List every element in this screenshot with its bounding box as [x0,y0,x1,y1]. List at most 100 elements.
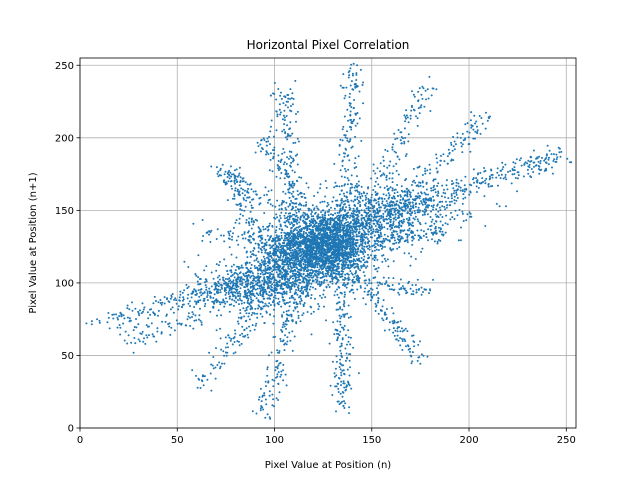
scatter-point [252,220,255,223]
scatter-point [308,276,310,279]
scatter-point [450,197,453,200]
scatter-point [317,213,320,216]
scatter-point [346,177,349,180]
scatter-point [472,177,475,179]
scatter-point [391,181,394,184]
scatter-point [291,103,294,106]
scatter-point [306,275,309,278]
scatter-point [532,149,535,152]
scatter-point [380,197,383,200]
scatter-point [491,173,494,176]
scatter-point [235,301,238,304]
scatter-point [375,248,378,251]
scatter-point [455,181,458,184]
scatter-point [323,279,326,281]
scatter-point [299,245,302,248]
scatter-point [312,310,315,313]
scatter-point [269,94,272,97]
scatter-point [273,146,276,149]
scatter-point [483,170,486,173]
scatter-point [291,266,294,269]
scatter-point [250,263,253,266]
scatter-point [279,259,282,262]
scatter-point [261,315,264,318]
scatter-point [272,290,275,293]
scatter-point [280,231,283,234]
scatter-point [293,266,296,269]
scatter-point [272,258,275,261]
scatter-point [447,197,450,200]
scatter-point [282,148,285,150]
scatter-point [352,291,355,294]
scatter-point [294,273,297,276]
scatter-point [256,219,259,222]
scatter-point [355,182,358,185]
scatter-point [231,187,233,190]
scatter-point [327,271,330,274]
scatter-point [446,204,449,207]
scatter-point [322,244,325,247]
scatter-point [237,316,240,319]
scatter-point [319,294,321,297]
scatter-point [250,314,253,316]
scatter-point [230,280,233,283]
scatter-point [342,260,345,263]
scatter-point [300,298,303,300]
scatter-point [245,312,248,315]
scatter-point [257,275,259,278]
scatter-point [444,222,447,225]
scatter-point [395,230,398,233]
scatter-point [317,272,320,275]
scatter-point [240,266,243,269]
scatter-point [416,218,419,221]
scatter-point [372,169,375,172]
scatter-point [186,297,189,300]
scatter-point [355,245,358,248]
scatter-point [297,257,300,260]
scatter-point [259,272,262,275]
scatter-point [248,224,251,227]
scatter-point [304,218,307,221]
scatter-point [215,238,218,240]
scatter-point [391,231,393,234]
scatter-point [286,218,289,221]
scatter-point [306,254,309,256]
scatter-point [306,244,309,247]
scatter-point [328,238,331,241]
scatter-point [318,268,321,271]
scatter-point [301,314,304,317]
scatter-point [429,228,432,231]
scatter-point [286,226,289,228]
scatter-point [333,186,336,189]
scatter-point [199,278,202,280]
scatter-point [354,82,357,85]
scatter-point [499,177,502,180]
scatter-point [286,138,289,141]
scatter-point [330,263,333,266]
scatter-point [352,258,355,261]
scatter-point [244,263,247,266]
scatter-point [397,209,400,212]
scatter-point [253,265,256,267]
scatter-point [267,305,270,308]
scatter-point [98,321,101,324]
scatter-point [321,223,324,226]
scatter-point [150,308,153,311]
scatter-point [258,264,261,267]
scatter-point [385,222,388,225]
scatter-point [347,245,350,248]
scatter-point [361,84,364,86]
scatter-point [277,275,280,278]
scatter-point [543,169,546,172]
scatter-point [373,265,375,267]
scatter-point [359,205,362,208]
scatter-point [345,255,348,258]
scatter-point [287,100,289,103]
scatter-point [300,233,303,236]
scatter-point [337,214,340,217]
scatter-point [297,226,300,229]
scatter-point [278,227,281,230]
scatter-point [305,290,308,293]
scatter-point [223,289,226,292]
scatter-point [279,113,282,116]
